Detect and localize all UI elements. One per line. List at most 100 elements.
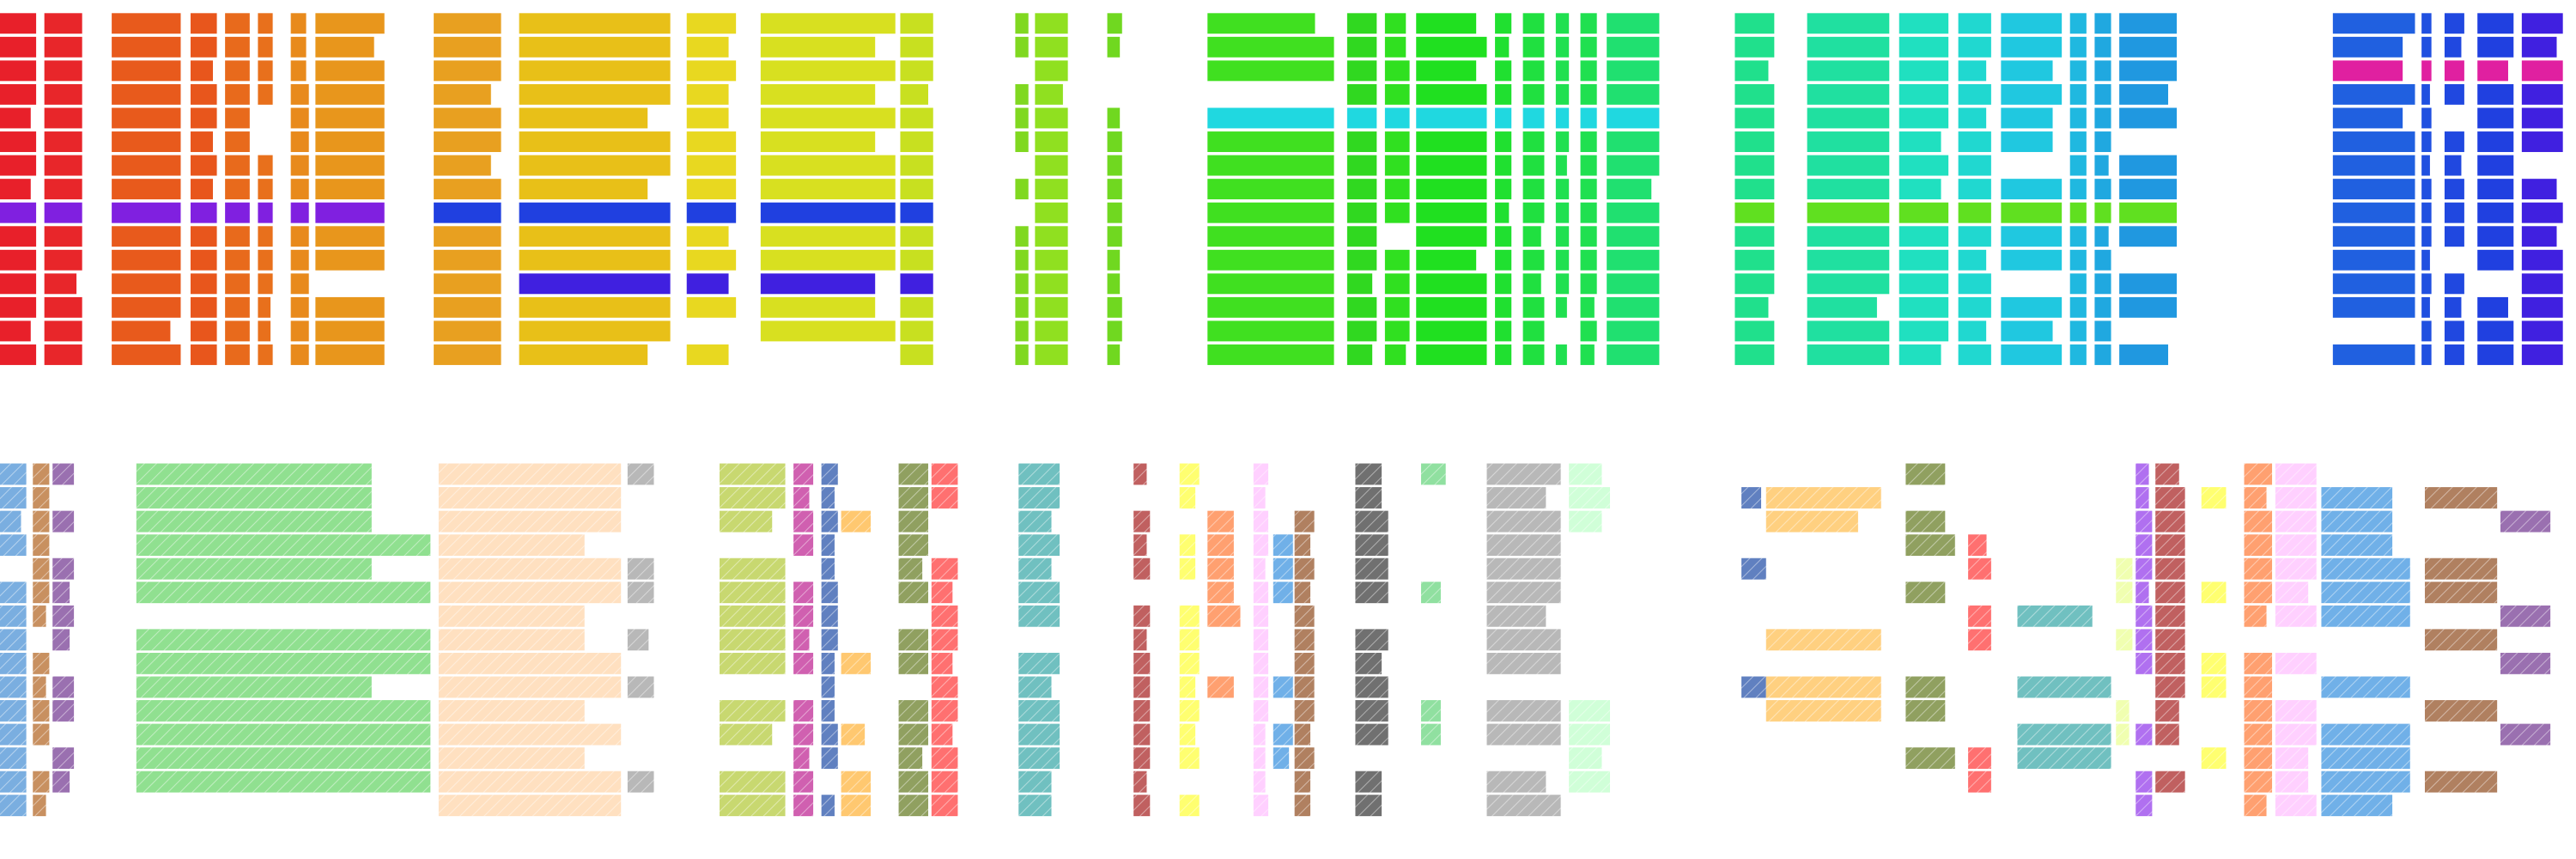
cell-hatch bbox=[2321, 771, 2410, 793]
alignment-cell bbox=[190, 13, 217, 34]
alignment-cell bbox=[1346, 202, 1377, 223]
alignment-cell bbox=[1555, 36, 1570, 58]
alignment-cell bbox=[2069, 36, 2087, 58]
alignment-cell bbox=[1958, 83, 1991, 105]
cell-hatch bbox=[136, 629, 431, 651]
alignment-cell bbox=[1958, 202, 1991, 223]
alignment-cell bbox=[2001, 36, 2063, 58]
cell-hatch bbox=[2155, 771, 2185, 793]
alignment-cell bbox=[2521, 226, 2557, 247]
cell-hatch bbox=[793, 582, 814, 604]
alignment-cell bbox=[1735, 131, 1775, 152]
cell-hatch bbox=[0, 652, 27, 674]
alignment-cell bbox=[1958, 320, 1987, 342]
cell-hatch bbox=[52, 557, 75, 580]
alignment-cell bbox=[1015, 179, 1029, 200]
alignment-cell bbox=[1384, 202, 1410, 223]
cell-hatch bbox=[821, 534, 835, 557]
cell-hatch bbox=[438, 534, 585, 557]
cell-hatch bbox=[1179, 487, 1196, 509]
alignment-cell bbox=[1735, 344, 1775, 365]
alignment-cell bbox=[760, 320, 896, 342]
cell-hatch bbox=[2275, 700, 2317, 722]
alignment-cell bbox=[1207, 273, 1334, 295]
cell-hatch bbox=[2201, 582, 2227, 604]
alignment-cell bbox=[2119, 226, 2178, 247]
alignment-cell bbox=[1958, 131, 1991, 152]
alignment-cell bbox=[2421, 13, 2432, 34]
cell-hatch bbox=[1420, 582, 1441, 604]
alignment-cell bbox=[1495, 320, 1512, 342]
alignment-cell bbox=[1607, 202, 1660, 223]
cell-hatch bbox=[2155, 700, 2179, 722]
alignment-cell bbox=[2332, 296, 2415, 318]
alignment-cell bbox=[258, 273, 273, 295]
alignment-cell bbox=[2444, 83, 2464, 105]
alignment-cell bbox=[2119, 60, 2178, 82]
cell-hatch bbox=[2321, 747, 2410, 770]
alignment-cell bbox=[900, 155, 933, 176]
alignment-cell bbox=[2421, 179, 2432, 200]
cell-hatch bbox=[1486, 582, 1561, 604]
alignment-cell bbox=[1495, 226, 1512, 247]
alignment-cell bbox=[0, 249, 37, 271]
cell-hatch bbox=[52, 629, 70, 651]
alignment-cell bbox=[190, 107, 217, 129]
alignment-cell bbox=[2477, 107, 2514, 129]
cell-hatch bbox=[1968, 747, 1991, 770]
alignment-cell bbox=[900, 179, 933, 200]
cell-hatch bbox=[931, 487, 958, 509]
alignment-cell bbox=[1522, 155, 1545, 176]
cell-hatch bbox=[1253, 557, 1266, 580]
cell-hatch bbox=[2275, 534, 2317, 557]
alignment-cell bbox=[1807, 155, 1890, 176]
alignment-cell bbox=[1015, 36, 1029, 58]
cell-hatch bbox=[1294, 582, 1311, 604]
alignment-cell bbox=[1384, 273, 1410, 295]
cell-hatch bbox=[1355, 463, 1382, 485]
alignment-cell bbox=[1346, 107, 1377, 129]
cell-hatch bbox=[2136, 582, 2149, 604]
cell-hatch bbox=[1968, 629, 1991, 651]
alignment-cell bbox=[2477, 226, 2514, 247]
alignment-cell bbox=[258, 320, 271, 342]
alignment-cell bbox=[2477, 83, 2514, 105]
cell-hatch bbox=[1486, 700, 1561, 722]
alignment-cell bbox=[2332, 179, 2415, 200]
alignment-cell bbox=[1899, 60, 1949, 82]
cell-hatch bbox=[2244, 795, 2267, 817]
alignment-cell bbox=[190, 296, 217, 318]
cell-hatch bbox=[1018, 557, 1052, 580]
alignment-cell bbox=[2477, 13, 2514, 34]
cell-hatch bbox=[1018, 605, 1060, 627]
cell-hatch bbox=[1294, 510, 1315, 533]
cell-hatch bbox=[1905, 534, 1955, 557]
cell-hatch bbox=[1294, 771, 1311, 793]
alignment-cell bbox=[1015, 320, 1029, 342]
cell-hatch bbox=[2321, 487, 2393, 509]
cell-hatch bbox=[2155, 676, 2185, 698]
cell-hatch bbox=[136, 487, 372, 509]
alignment-cell bbox=[2069, 226, 2087, 247]
alignment-cell bbox=[1607, 131, 1660, 152]
alignment-cell bbox=[315, 296, 385, 318]
alignment-cell bbox=[2421, 155, 2430, 176]
cell-hatch bbox=[1179, 605, 1200, 627]
cell-hatch bbox=[0, 747, 27, 770]
cell-hatch bbox=[2275, 463, 2317, 485]
alignment-cell bbox=[1807, 249, 1890, 271]
alignment-cell bbox=[1899, 107, 1949, 129]
cell-hatch bbox=[1179, 463, 1200, 485]
alignment-cell bbox=[44, 273, 77, 295]
alignment-cell bbox=[1555, 226, 1570, 247]
cell-hatch bbox=[720, 629, 786, 651]
alignment-cell bbox=[1015, 249, 1029, 271]
alignment-cell bbox=[1207, 36, 1334, 58]
alignment-cell bbox=[1735, 107, 1775, 129]
cell-hatch bbox=[2500, 605, 2551, 627]
alignment-cell bbox=[519, 249, 671, 271]
alignment-cell bbox=[44, 155, 82, 176]
alignment-cell bbox=[1035, 226, 1068, 247]
cell-hatch bbox=[821, 723, 838, 746]
